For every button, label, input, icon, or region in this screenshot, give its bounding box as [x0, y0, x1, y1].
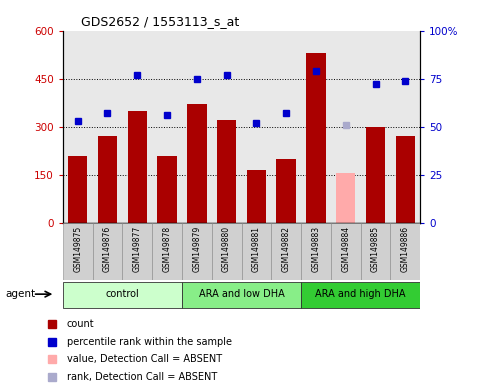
Bar: [217, 120, 236, 223]
Text: GSM149875: GSM149875: [73, 225, 82, 272]
Text: value, Detection Call = ABSENT: value, Detection Call = ABSENT: [67, 354, 222, 364]
Text: GSM149880: GSM149880: [222, 225, 231, 272]
Bar: [187, 104, 207, 223]
Text: GSM149876: GSM149876: [103, 225, 112, 272]
Text: count: count: [67, 319, 95, 329]
FancyBboxPatch shape: [212, 223, 242, 280]
FancyBboxPatch shape: [331, 223, 361, 280]
Text: percentile rank within the sample: percentile rank within the sample: [67, 337, 232, 347]
Text: GSM149882: GSM149882: [282, 225, 291, 271]
Text: ARA and low DHA: ARA and low DHA: [199, 289, 284, 299]
Text: GSM149878: GSM149878: [163, 225, 171, 272]
Text: GSM149879: GSM149879: [192, 225, 201, 272]
FancyBboxPatch shape: [182, 223, 212, 280]
FancyBboxPatch shape: [152, 223, 182, 280]
FancyBboxPatch shape: [301, 282, 420, 308]
Text: GSM149884: GSM149884: [341, 225, 350, 272]
Bar: [98, 136, 117, 223]
Text: control: control: [105, 289, 139, 299]
Bar: [128, 111, 147, 223]
FancyBboxPatch shape: [122, 223, 152, 280]
Bar: [396, 136, 415, 223]
FancyBboxPatch shape: [390, 223, 420, 280]
FancyBboxPatch shape: [63, 223, 93, 280]
Text: GSM149886: GSM149886: [401, 225, 410, 272]
Bar: [157, 156, 177, 223]
Bar: [336, 173, 355, 223]
FancyBboxPatch shape: [271, 223, 301, 280]
Text: agent: agent: [5, 289, 35, 299]
Text: GSM149885: GSM149885: [371, 225, 380, 272]
Text: GSM149881: GSM149881: [252, 225, 261, 271]
Bar: [366, 127, 385, 223]
FancyBboxPatch shape: [93, 223, 122, 280]
Text: GSM149877: GSM149877: [133, 225, 142, 272]
FancyBboxPatch shape: [182, 282, 301, 308]
Bar: [247, 170, 266, 223]
Text: GSM149883: GSM149883: [312, 225, 320, 272]
FancyBboxPatch shape: [63, 282, 182, 308]
Bar: [68, 156, 87, 223]
Text: rank, Detection Call = ABSENT: rank, Detection Call = ABSENT: [67, 372, 217, 382]
Text: GDS2652 / 1553113_s_at: GDS2652 / 1553113_s_at: [81, 15, 239, 28]
Bar: [276, 159, 296, 223]
Bar: [306, 53, 326, 223]
FancyBboxPatch shape: [301, 223, 331, 280]
Text: ARA and high DHA: ARA and high DHA: [315, 289, 406, 299]
FancyBboxPatch shape: [361, 223, 390, 280]
FancyBboxPatch shape: [242, 223, 271, 280]
